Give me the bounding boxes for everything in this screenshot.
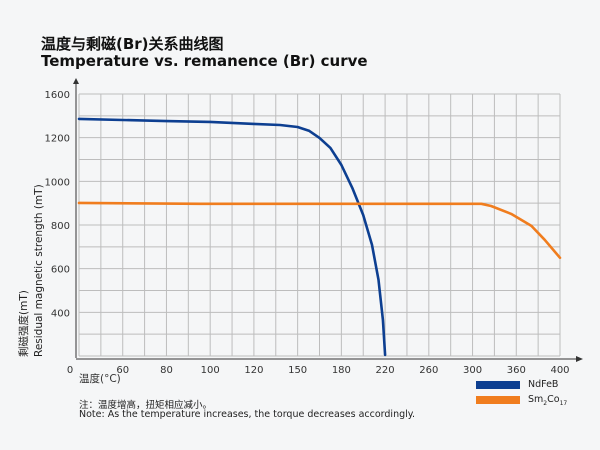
chart-title-en: Temperature vs. remanence (Br) curve bbox=[41, 52, 368, 70]
x-tick-label: 260 bbox=[419, 365, 438, 376]
x-tick-label: 220 bbox=[376, 365, 395, 376]
x-axis-arrow bbox=[576, 356, 583, 362]
x-axis-label: 温度(°C) bbox=[79, 372, 121, 385]
x-tick-label: 150 bbox=[288, 365, 307, 376]
series-line-sm2co17 bbox=[77, 201, 562, 260]
series-line-ndfeb bbox=[77, 117, 387, 357]
y-tick-label: 1000 bbox=[45, 177, 70, 188]
legend-label-sm2co17: Sm2Co17 bbox=[528, 394, 568, 407]
y-tick-label: 1600 bbox=[45, 90, 70, 101]
chart-title-cn: 温度与剩磁(Br)关系曲线图 bbox=[41, 35, 224, 53]
x-tick-label: 180 bbox=[332, 365, 351, 376]
legend-item-ndfeb: NdFeB bbox=[476, 379, 558, 390]
note-en: Note: As the temperature increases, the … bbox=[79, 409, 416, 420]
x-tick-label: 80 bbox=[160, 365, 173, 376]
x-tick-label: 0 bbox=[67, 365, 73, 376]
y-tick-label: 1200 bbox=[45, 134, 70, 145]
legend-item-sm2co17: Sm2Co17 bbox=[476, 394, 567, 407]
y-tick-label: 600 bbox=[51, 265, 70, 276]
y-tick-label: 800 bbox=[51, 221, 70, 232]
x-tick-label: 300 bbox=[463, 365, 482, 376]
x-tick-label: 60 bbox=[116, 365, 129, 376]
y-axis-label-en: Residual magnetic strength (mT) bbox=[33, 184, 45, 357]
y-tick-label: 400 bbox=[51, 308, 70, 319]
legend-swatch-sm2co17 bbox=[476, 396, 520, 405]
x-tick-label: 120 bbox=[244, 365, 263, 376]
legend-label-ndfeb: NdFeB bbox=[528, 379, 559, 390]
legend-swatch-ndfeb bbox=[476, 380, 520, 389]
y-axis-arrow bbox=[73, 78, 79, 84]
x-tick-label: 400 bbox=[550, 365, 569, 376]
note-cn: 注：温度增高，扭矩相应减小。 bbox=[79, 400, 213, 411]
y-axis-label-cn: 剩磁强度(mT) bbox=[17, 290, 30, 357]
x-tick-label: 100 bbox=[201, 365, 220, 376]
x-tick-label: 360 bbox=[507, 365, 526, 376]
